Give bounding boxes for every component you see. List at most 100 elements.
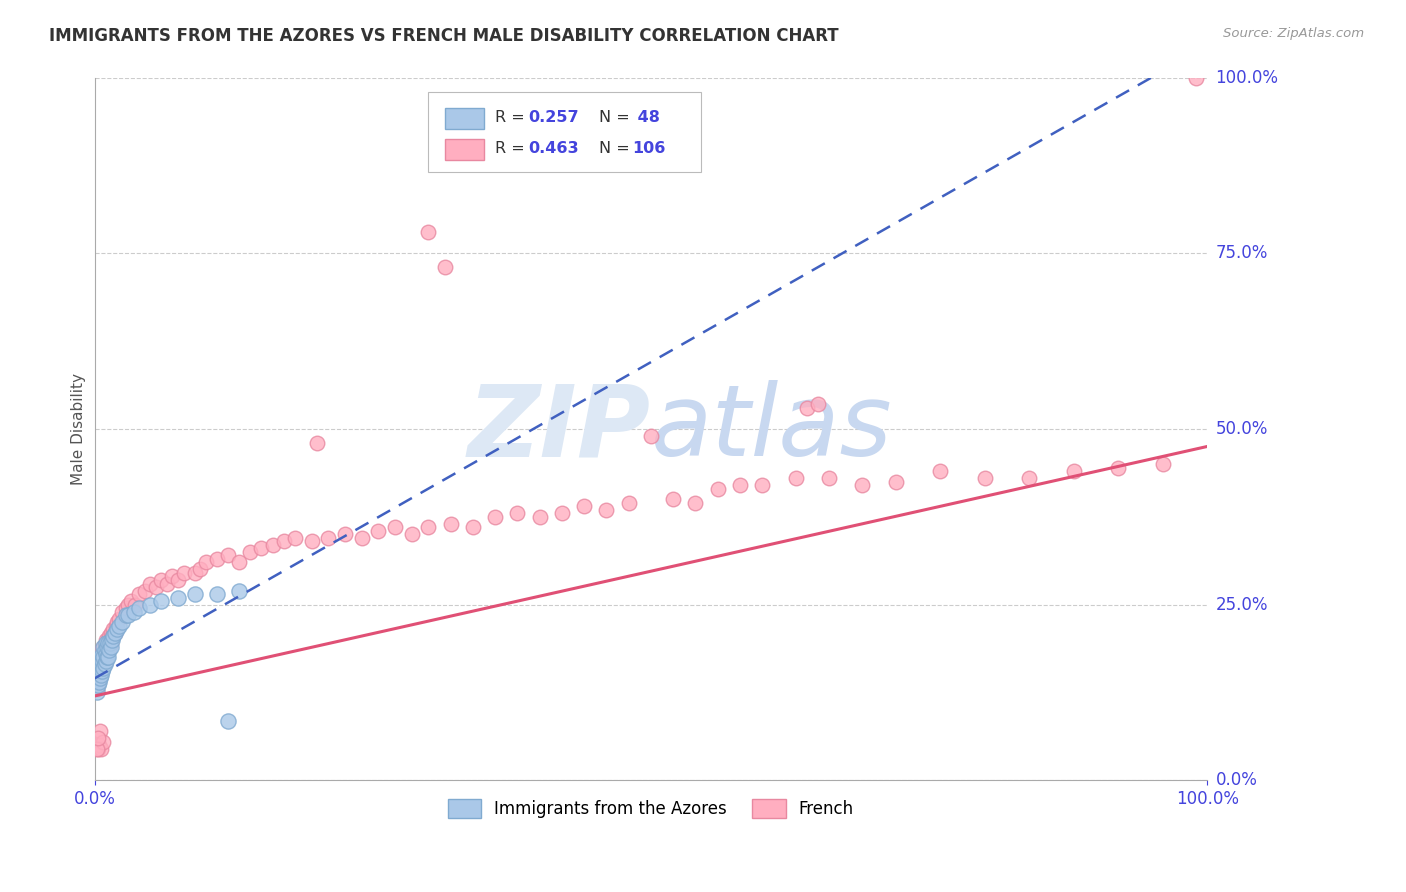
Point [434, 260, 457, 275]
Point [114, 608, 136, 623]
Point [87, 668, 110, 682]
Point [851, 478, 873, 492]
Point [86, 672, 108, 686]
Point [90, 665, 112, 679]
Point [98, 632, 121, 647]
Point [551, 506, 574, 520]
Point [101, 632, 124, 647]
Text: N =: N = [599, 141, 630, 156]
Bar [446, 108, 484, 128]
Point [401, 527, 423, 541]
Point [128, 601, 150, 615]
Point [108, 612, 131, 626]
Point [86, 741, 108, 756]
Point [98, 640, 121, 654]
Point [96, 647, 118, 661]
Text: 48: 48 [631, 110, 659, 125]
Point [87, 661, 110, 675]
Point [662, 492, 685, 507]
Point [87, 678, 110, 692]
Point [90, 650, 112, 665]
Point [461, 520, 484, 534]
Point [217, 549, 239, 563]
Point [89, 668, 111, 682]
Point [640, 429, 662, 443]
Point [86, 681, 108, 696]
Point [262, 538, 284, 552]
Point [105, 615, 128, 630]
Point [93, 640, 115, 654]
Point [91, 654, 114, 668]
Point [150, 573, 173, 587]
Point [97, 650, 120, 665]
Point [93, 650, 115, 665]
Point [228, 583, 250, 598]
Bar [446, 139, 484, 161]
Text: Source: ZipAtlas.com: Source: ZipAtlas.com [1223, 27, 1364, 40]
Point [785, 471, 807, 485]
Point [1152, 457, 1174, 471]
Point [273, 534, 295, 549]
Point [156, 576, 179, 591]
Point [484, 509, 506, 524]
Point [94, 647, 117, 661]
Point [100, 636, 122, 650]
Point [307, 436, 329, 450]
Point [94, 636, 117, 650]
Point [104, 625, 127, 640]
Point [96, 640, 118, 654]
Point [86, 685, 108, 699]
Point [98, 636, 121, 650]
Point [751, 478, 773, 492]
Point [818, 471, 841, 485]
Point [87, 731, 110, 746]
Point [194, 556, 217, 570]
Point [91, 661, 114, 675]
Point [87, 657, 110, 672]
Point [89, 657, 111, 672]
Point [94, 632, 117, 647]
Point [93, 640, 115, 654]
Text: 106: 106 [631, 141, 665, 156]
Text: 50.0%: 50.0% [1216, 420, 1268, 438]
Point [87, 665, 110, 679]
Point [124, 598, 146, 612]
Point [103, 629, 125, 643]
Point [97, 632, 120, 647]
Point [100, 640, 122, 654]
Point [1018, 471, 1040, 485]
Point [617, 496, 640, 510]
Point [87, 672, 110, 686]
FancyBboxPatch shape [429, 92, 702, 172]
Point [205, 552, 228, 566]
Point [90, 657, 112, 672]
Point [217, 714, 239, 728]
Y-axis label: Male Disability: Male Disability [72, 373, 86, 485]
Point [139, 576, 162, 591]
Point [93, 657, 115, 672]
Point [90, 650, 112, 665]
Point [228, 556, 250, 570]
Point [929, 464, 952, 478]
Point [1107, 460, 1129, 475]
Point [91, 654, 114, 668]
Point [87, 665, 110, 679]
Point [350, 531, 373, 545]
Legend: Immigrants from the Azores, French: Immigrants from the Azores, French [441, 792, 860, 825]
Point [122, 605, 145, 619]
Point [183, 587, 205, 601]
Point [529, 509, 551, 524]
Point [117, 598, 139, 612]
Point [418, 225, 440, 239]
Point [367, 524, 389, 538]
Point [96, 636, 118, 650]
Point [1063, 464, 1085, 478]
Point [94, 654, 117, 668]
Point [94, 640, 117, 654]
Text: IMMIGRANTS FROM THE AZORES VS FRENCH MALE DISABILITY CORRELATION CHART: IMMIGRANTS FROM THE AZORES VS FRENCH MAL… [49, 27, 839, 45]
Point [134, 583, 156, 598]
Point [91, 643, 114, 657]
Point [384, 520, 406, 534]
Point [111, 615, 134, 630]
Point [173, 566, 195, 580]
